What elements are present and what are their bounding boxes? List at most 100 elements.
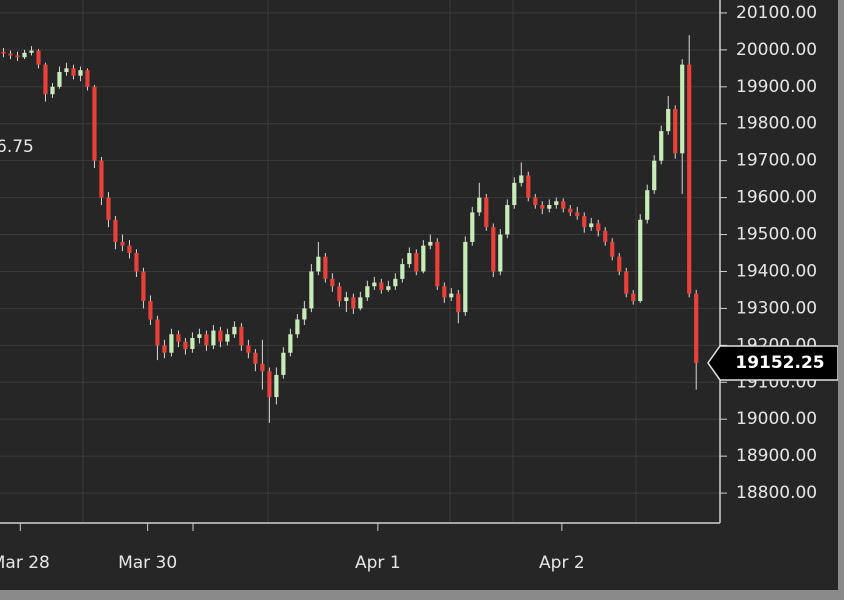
candle-body bbox=[295, 319, 300, 335]
candle-body bbox=[547, 204, 552, 209]
candle-body bbox=[624, 271, 629, 294]
candle-body bbox=[330, 278, 335, 287]
candle-body bbox=[218, 330, 223, 342]
candle-body bbox=[694, 293, 699, 363]
candle-body bbox=[645, 190, 650, 220]
y-tick-label: 19800.00 bbox=[736, 114, 817, 134]
candle-body bbox=[99, 160, 104, 198]
horizontal-grid bbox=[0, 12, 720, 494]
candle-body bbox=[309, 271, 314, 309]
candle-body bbox=[687, 64, 692, 294]
candle-body bbox=[673, 108, 678, 154]
candle-body bbox=[344, 297, 349, 302]
candle-body bbox=[148, 301, 153, 320]
candle-body bbox=[414, 253, 419, 272]
candle-body bbox=[29, 50, 34, 53]
annotation: 6.75 bbox=[0, 137, 34, 157]
y-tick-label: 19900.00 bbox=[736, 77, 817, 97]
plot-area bbox=[1, 35, 699, 423]
candle-body bbox=[407, 253, 412, 265]
candle-body bbox=[568, 208, 573, 213]
candle-body bbox=[365, 286, 370, 298]
candle-body bbox=[421, 245, 426, 272]
candle-body bbox=[379, 282, 384, 290]
candle-body bbox=[225, 334, 230, 342]
candle-body bbox=[470, 212, 475, 242]
candle-body bbox=[603, 230, 608, 242]
candle-body bbox=[617, 256, 622, 272]
candle-body bbox=[169, 334, 174, 353]
candle-body bbox=[92, 86, 97, 161]
candle-body bbox=[435, 241, 440, 287]
candle-body bbox=[316, 256, 321, 272]
candle-body bbox=[386, 286, 391, 290]
candle-body bbox=[155, 319, 160, 346]
x-tick-label: Apr 1 bbox=[355, 553, 401, 573]
candle-body bbox=[302, 308, 307, 320]
candle-body bbox=[281, 352, 286, 375]
x-tick-label: Apr 2 bbox=[539, 553, 585, 573]
candle-body bbox=[358, 297, 363, 309]
candle-body bbox=[113, 219, 118, 242]
candle-body bbox=[1, 51, 6, 54]
candle-body bbox=[8, 53, 13, 56]
candle-body bbox=[652, 160, 657, 191]
candle-body bbox=[631, 293, 636, 302]
candle-body bbox=[64, 68, 69, 73]
y-tick-label: 19700.00 bbox=[736, 151, 817, 171]
candle-body bbox=[554, 201, 559, 205]
candle-body bbox=[428, 241, 433, 246]
candle-body bbox=[561, 201, 566, 209]
candle-body bbox=[211, 330, 216, 346]
candle-body bbox=[449, 293, 454, 298]
y-tick-label: 18900.00 bbox=[736, 446, 817, 466]
candle-body bbox=[596, 223, 601, 231]
candle-body bbox=[162, 345, 167, 353]
candle-body bbox=[505, 204, 510, 235]
candle-body bbox=[141, 271, 146, 302]
candle-body bbox=[232, 326, 237, 335]
candle-body bbox=[610, 241, 615, 257]
candle-body bbox=[57, 72, 62, 87]
candle-body bbox=[183, 341, 188, 350]
candle-body bbox=[127, 245, 132, 254]
y-tick-label: 19600.00 bbox=[736, 188, 817, 208]
y-tick-label: 19000.00 bbox=[736, 409, 817, 429]
y-tick-label: 20000.00 bbox=[736, 40, 817, 60]
candle-body bbox=[78, 70, 83, 76]
candle-body bbox=[106, 197, 111, 220]
y-tick-label: 19500.00 bbox=[736, 225, 817, 245]
candle-body bbox=[519, 175, 524, 183]
y-tick-label: 20100.00 bbox=[736, 3, 817, 23]
candle-body bbox=[120, 241, 125, 246]
candle-body bbox=[190, 337, 195, 350]
scrollbar-horizontal[interactable] bbox=[0, 590, 844, 600]
candle-body bbox=[484, 197, 489, 228]
last-price-label: 19152.25 bbox=[735, 353, 824, 373]
candle-body bbox=[400, 264, 405, 279]
candle-body bbox=[43, 64, 48, 95]
scrollbar-vertical[interactable] bbox=[838, 0, 844, 600]
candle-body bbox=[176, 334, 181, 342]
candle-body bbox=[85, 70, 90, 87]
candle-body bbox=[22, 52, 27, 58]
candle-body bbox=[589, 223, 594, 228]
candle-body bbox=[253, 352, 258, 364]
candle-body bbox=[197, 334, 202, 338]
candle-body bbox=[36, 50, 41, 65]
candle-body bbox=[666, 108, 671, 132]
candle-body bbox=[463, 241, 468, 313]
candle-body bbox=[575, 212, 580, 217]
candle-body bbox=[540, 204, 545, 209]
candle-body bbox=[288, 334, 293, 353]
candle-body bbox=[477, 197, 482, 213]
candle-body bbox=[50, 86, 55, 95]
axis-labels: 18800.0018900.0019000.0019100.0019200.00… bbox=[0, 3, 839, 573]
x-tick-label: Mar 28 bbox=[0, 553, 50, 573]
y-tick-label: 19300.00 bbox=[736, 298, 817, 318]
candle-body bbox=[491, 227, 496, 272]
candle-body bbox=[71, 68, 76, 76]
candle-body bbox=[260, 363, 265, 372]
